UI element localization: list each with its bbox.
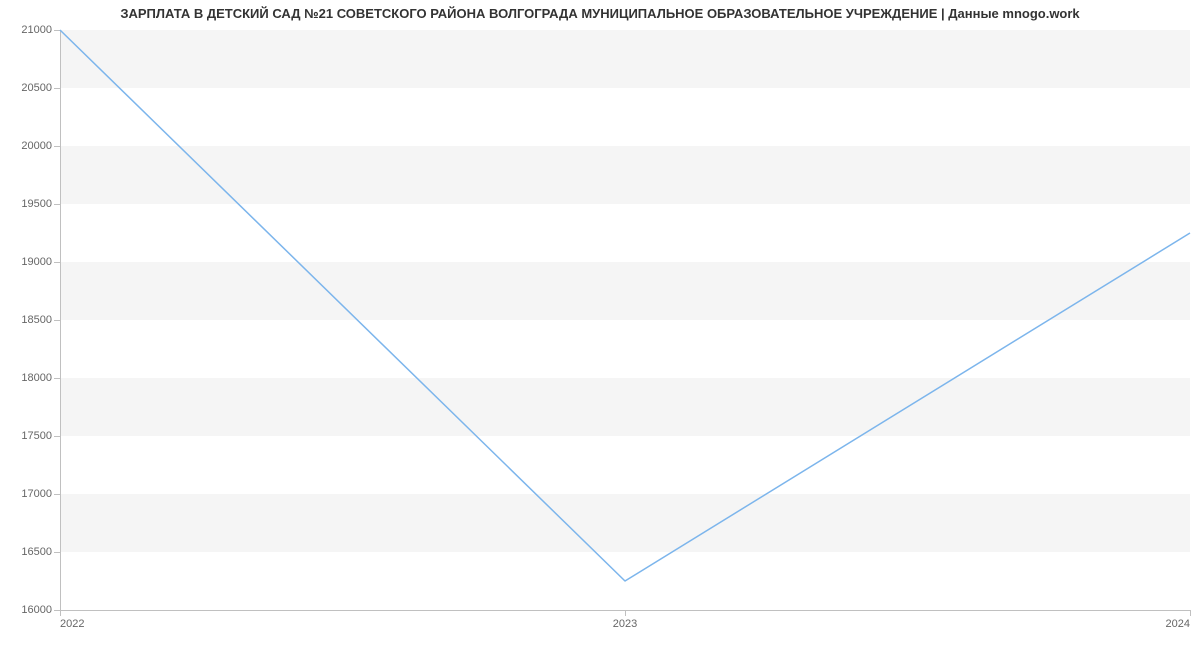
- x-tick: [625, 610, 626, 616]
- chart-title: ЗАРПЛАТА В ДЕТСКИЙ САД №21 СОВЕТСКОГО РА…: [0, 6, 1200, 21]
- plot-area: 1600016500170001750018000185001900019500…: [60, 30, 1190, 610]
- y-tick-label: 20000: [21, 140, 52, 152]
- x-tick: [1190, 610, 1191, 616]
- y-tick-label: 19500: [21, 198, 52, 210]
- data-line: [60, 30, 1190, 610]
- y-tick-label: 17500: [21, 430, 52, 442]
- x-tick: [60, 610, 61, 616]
- y-tick-label: 20500: [21, 82, 52, 94]
- y-tick-label: 21000: [21, 24, 52, 36]
- y-tick-label: 18500: [21, 314, 52, 326]
- y-tick-label: 17000: [21, 488, 52, 500]
- y-tick-label: 18000: [21, 372, 52, 384]
- x-tick-label: 2022: [60, 618, 84, 630]
- x-tick-label: 2023: [613, 618, 637, 630]
- salary-line-chart: ЗАРПЛАТА В ДЕТСКИЙ САД №21 СОВЕТСКОГО РА…: [0, 0, 1200, 650]
- y-tick-label: 16000: [21, 604, 52, 616]
- y-tick-label: 19000: [21, 256, 52, 268]
- x-tick-label: 2024: [1166, 618, 1190, 630]
- y-tick-label: 16500: [21, 546, 52, 558]
